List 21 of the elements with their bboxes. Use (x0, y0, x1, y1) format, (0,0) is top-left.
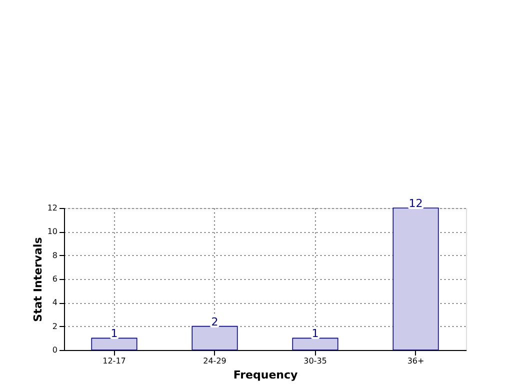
x-tick-label: 30-35 (304, 356, 327, 366)
y-tick-label: 12 (47, 204, 58, 212)
data-label: 12 (408, 197, 423, 210)
y-axis-title: Stat Intervals (31, 236, 44, 322)
bar (292, 338, 338, 350)
data-label: 2 (211, 315, 218, 328)
y-tick-label: 8 (52, 250, 58, 260)
y-tick-label: 10 (47, 227, 58, 236)
x-axis-title: Frequency (233, 368, 298, 382)
y-tick-label: 6 (52, 274, 58, 284)
data-label: 1 (312, 327, 319, 340)
y-tick-label: 2 (52, 322, 58, 331)
y-tick-label: 0 (52, 346, 58, 354)
y-tick-label: 4 (52, 298, 58, 308)
bar (392, 208, 439, 350)
x-tick-label: 36+ (407, 356, 424, 366)
bar (192, 326, 238, 350)
x-tick-label: 24-29 (203, 356, 226, 366)
bar (91, 338, 138, 350)
data-label: 1 (110, 327, 118, 340)
x-tick-label: 12-17 (102, 356, 126, 366)
